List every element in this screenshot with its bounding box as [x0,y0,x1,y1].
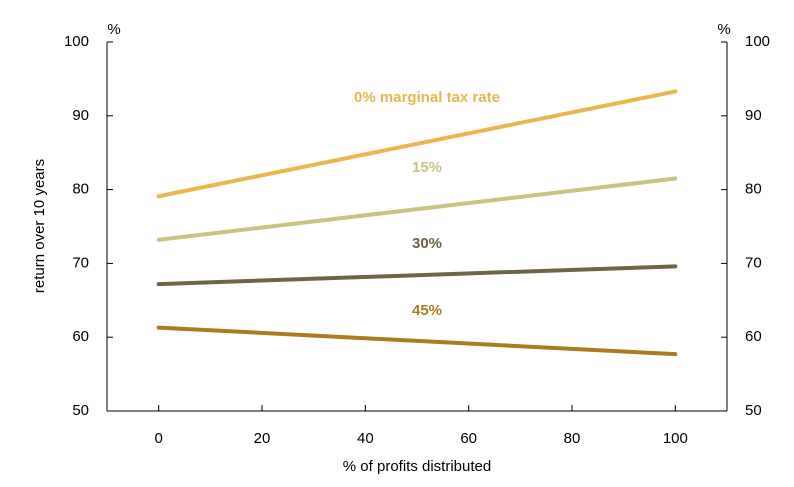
y2-tick-label: 100 [745,33,770,50]
series-line [156,325,678,357]
x-tick-label: 100 [663,430,688,447]
series-label: 45% [412,302,442,319]
y-tick-label: 70 [72,254,89,271]
series-line [156,264,678,287]
y2-tick-label: 80 [745,181,762,198]
series-line [156,89,678,199]
x-tick-label: 40 [357,430,374,447]
series-label: 30% [412,235,442,252]
y-tick-label: 100 [64,33,89,50]
x-axis-label: % of profits distributed [343,458,491,475]
y2-tick-label: 70 [745,254,762,271]
y-tick-label: 80 [72,181,89,198]
x-tick-label: 20 [254,430,271,447]
series-label: 0% marginal tax rate [354,89,500,106]
series-label: 15% [412,159,442,176]
y2-tick-label: 50 [745,402,762,419]
y-tick-label: 90 [72,107,89,124]
x-tick-label: 0 [154,430,162,447]
y-unit: % [107,21,120,38]
y2-unit: % [717,21,730,38]
y-tick-label: 50 [72,402,89,419]
x-tick-label: 80 [564,430,581,447]
y2-tick-label: 90 [745,107,762,124]
x-tick-label: 60 [460,430,477,447]
y-axis-label: return over 10 years [31,159,48,293]
y-tick-label: 60 [72,328,89,345]
y2-tick-label: 60 [745,328,762,345]
series-line [156,176,678,242]
